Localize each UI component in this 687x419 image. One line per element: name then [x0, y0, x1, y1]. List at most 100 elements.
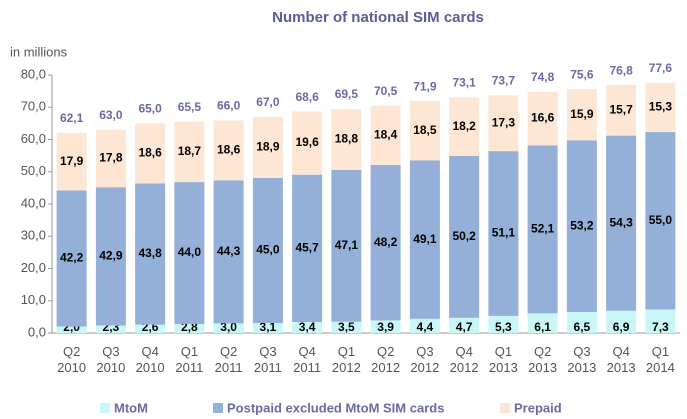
total-label: 65,5	[178, 100, 202, 114]
data-label: 4,7	[456, 320, 473, 334]
data-label: 18,6	[138, 146, 162, 160]
legend-marker	[213, 403, 223, 413]
bar-segment	[331, 321, 362, 333]
x-tick-label: Q1 2013	[488, 344, 518, 375]
data-label: 6,9	[613, 320, 630, 334]
y-tick-label: 20,0	[21, 260, 46, 275]
bar-segment	[488, 95, 519, 152]
data-label: 47,1	[335, 238, 359, 252]
y-axis-label: in millions	[10, 44, 68, 59]
y-tick-label: 60,0	[21, 131, 46, 146]
bar-segment	[566, 312, 597, 333]
bar-segment	[527, 91, 558, 146]
data-label: 18,5	[413, 123, 437, 137]
data-label: 3,0	[220, 320, 237, 334]
y-tick-label: 0,0	[28, 324, 46, 339]
total-label: 67,0	[256, 95, 280, 109]
total-label: 63,0	[99, 108, 123, 122]
data-label: 18,6	[217, 143, 241, 157]
total-label: 71,9	[413, 79, 437, 93]
x-tick-label: Q3 2011	[253, 344, 282, 375]
data-label: 42,2	[60, 251, 84, 265]
bar-segment	[488, 151, 519, 316]
bar-segment	[95, 129, 126, 188]
bar-segment	[174, 323, 205, 333]
legend-marker	[100, 403, 110, 413]
bar-segment	[645, 309, 676, 333]
x-tick-label: Q2 2011	[214, 344, 243, 375]
data-label: 44,0	[178, 245, 202, 259]
bar-segment	[527, 313, 558, 333]
data-label: 15,3	[649, 100, 673, 114]
bar-segment	[606, 310, 637, 333]
total-label: 68,6	[295, 90, 319, 104]
bar-segment	[370, 164, 401, 321]
data-label: 3,1	[260, 320, 277, 334]
total-label: 73,1	[452, 75, 476, 89]
x-tick-label: Q1 2012	[331, 344, 361, 375]
x-tick-label: Q3 2013	[567, 344, 597, 375]
legend-label: Prepaid	[514, 400, 562, 415]
bar-segment	[174, 182, 205, 324]
data-label: 50,2	[452, 229, 476, 243]
legend-label: Postpaid excluded MtoM SIM cards	[227, 400, 444, 415]
bar-segment	[135, 123, 166, 184]
bar-segment	[409, 160, 440, 319]
data-label: 19,6	[295, 135, 319, 149]
total-label: 75,6	[570, 67, 594, 81]
total-label: 77,6	[649, 61, 673, 75]
legend-marker	[500, 403, 510, 413]
data-label: 3,5	[338, 320, 355, 334]
x-tick-label: Q2 2010	[57, 344, 87, 375]
bar-segment	[292, 322, 323, 333]
bar-segment	[449, 97, 480, 156]
data-label: 53,2	[570, 218, 594, 232]
total-label: 66,0	[217, 98, 241, 112]
data-label: 18,9	[256, 140, 280, 154]
data-label: 17,9	[60, 154, 84, 168]
bar-segment	[56, 132, 87, 191]
bar-segment	[606, 135, 637, 311]
data-label: 18,8	[335, 132, 359, 146]
bar-segment	[331, 109, 362, 170]
data-label: 7,3	[652, 320, 669, 334]
x-tick-label: Q2 2013	[528, 344, 558, 375]
y-tick-label: 40,0	[21, 195, 46, 210]
data-label: 52,1	[531, 221, 555, 235]
data-label: 3,4	[299, 320, 316, 334]
bar-segment	[566, 89, 597, 141]
x-tick-label: Q3 2012	[410, 344, 440, 375]
data-label: 48,2	[374, 235, 398, 249]
bar-segment	[370, 105, 401, 165]
bar-segment	[292, 174, 323, 323]
x-tick-label: Q1 2014	[645, 344, 675, 375]
data-label: 44,3	[217, 244, 241, 258]
data-label: 18,4	[374, 127, 398, 141]
data-label: 4,4	[417, 320, 434, 334]
bar-segment	[95, 187, 126, 326]
chart-title: Number of national SIM cards	[272, 9, 484, 26]
bar-segment	[252, 177, 283, 324]
bar-segment	[135, 183, 166, 325]
bar-segment	[95, 325, 126, 333]
bar-segment	[566, 140, 597, 313]
data-label: 43,8	[138, 246, 162, 260]
y-tick-label: 10,0	[21, 292, 46, 307]
data-label: 5,3	[495, 320, 512, 334]
bar-segment	[409, 100, 440, 161]
data-label: 15,7	[609, 102, 633, 116]
data-label: 55,0	[649, 213, 673, 227]
bar-segment	[331, 169, 362, 322]
legend-label: MtoM	[114, 400, 148, 415]
x-tick-label: Q4 2010	[135, 344, 165, 375]
data-label: 3,9	[377, 320, 394, 334]
bar-segment	[449, 317, 480, 333]
bar-segment	[252, 116, 283, 178]
total-label: 65,0	[138, 102, 162, 116]
bar-segment	[56, 326, 87, 333]
total-label: 73,7	[492, 73, 516, 87]
total-label: 74,8	[531, 70, 555, 84]
total-label: 70,5	[374, 84, 398, 98]
data-label: 49,1	[413, 232, 437, 246]
y-tick-label: 50,0	[21, 163, 46, 178]
